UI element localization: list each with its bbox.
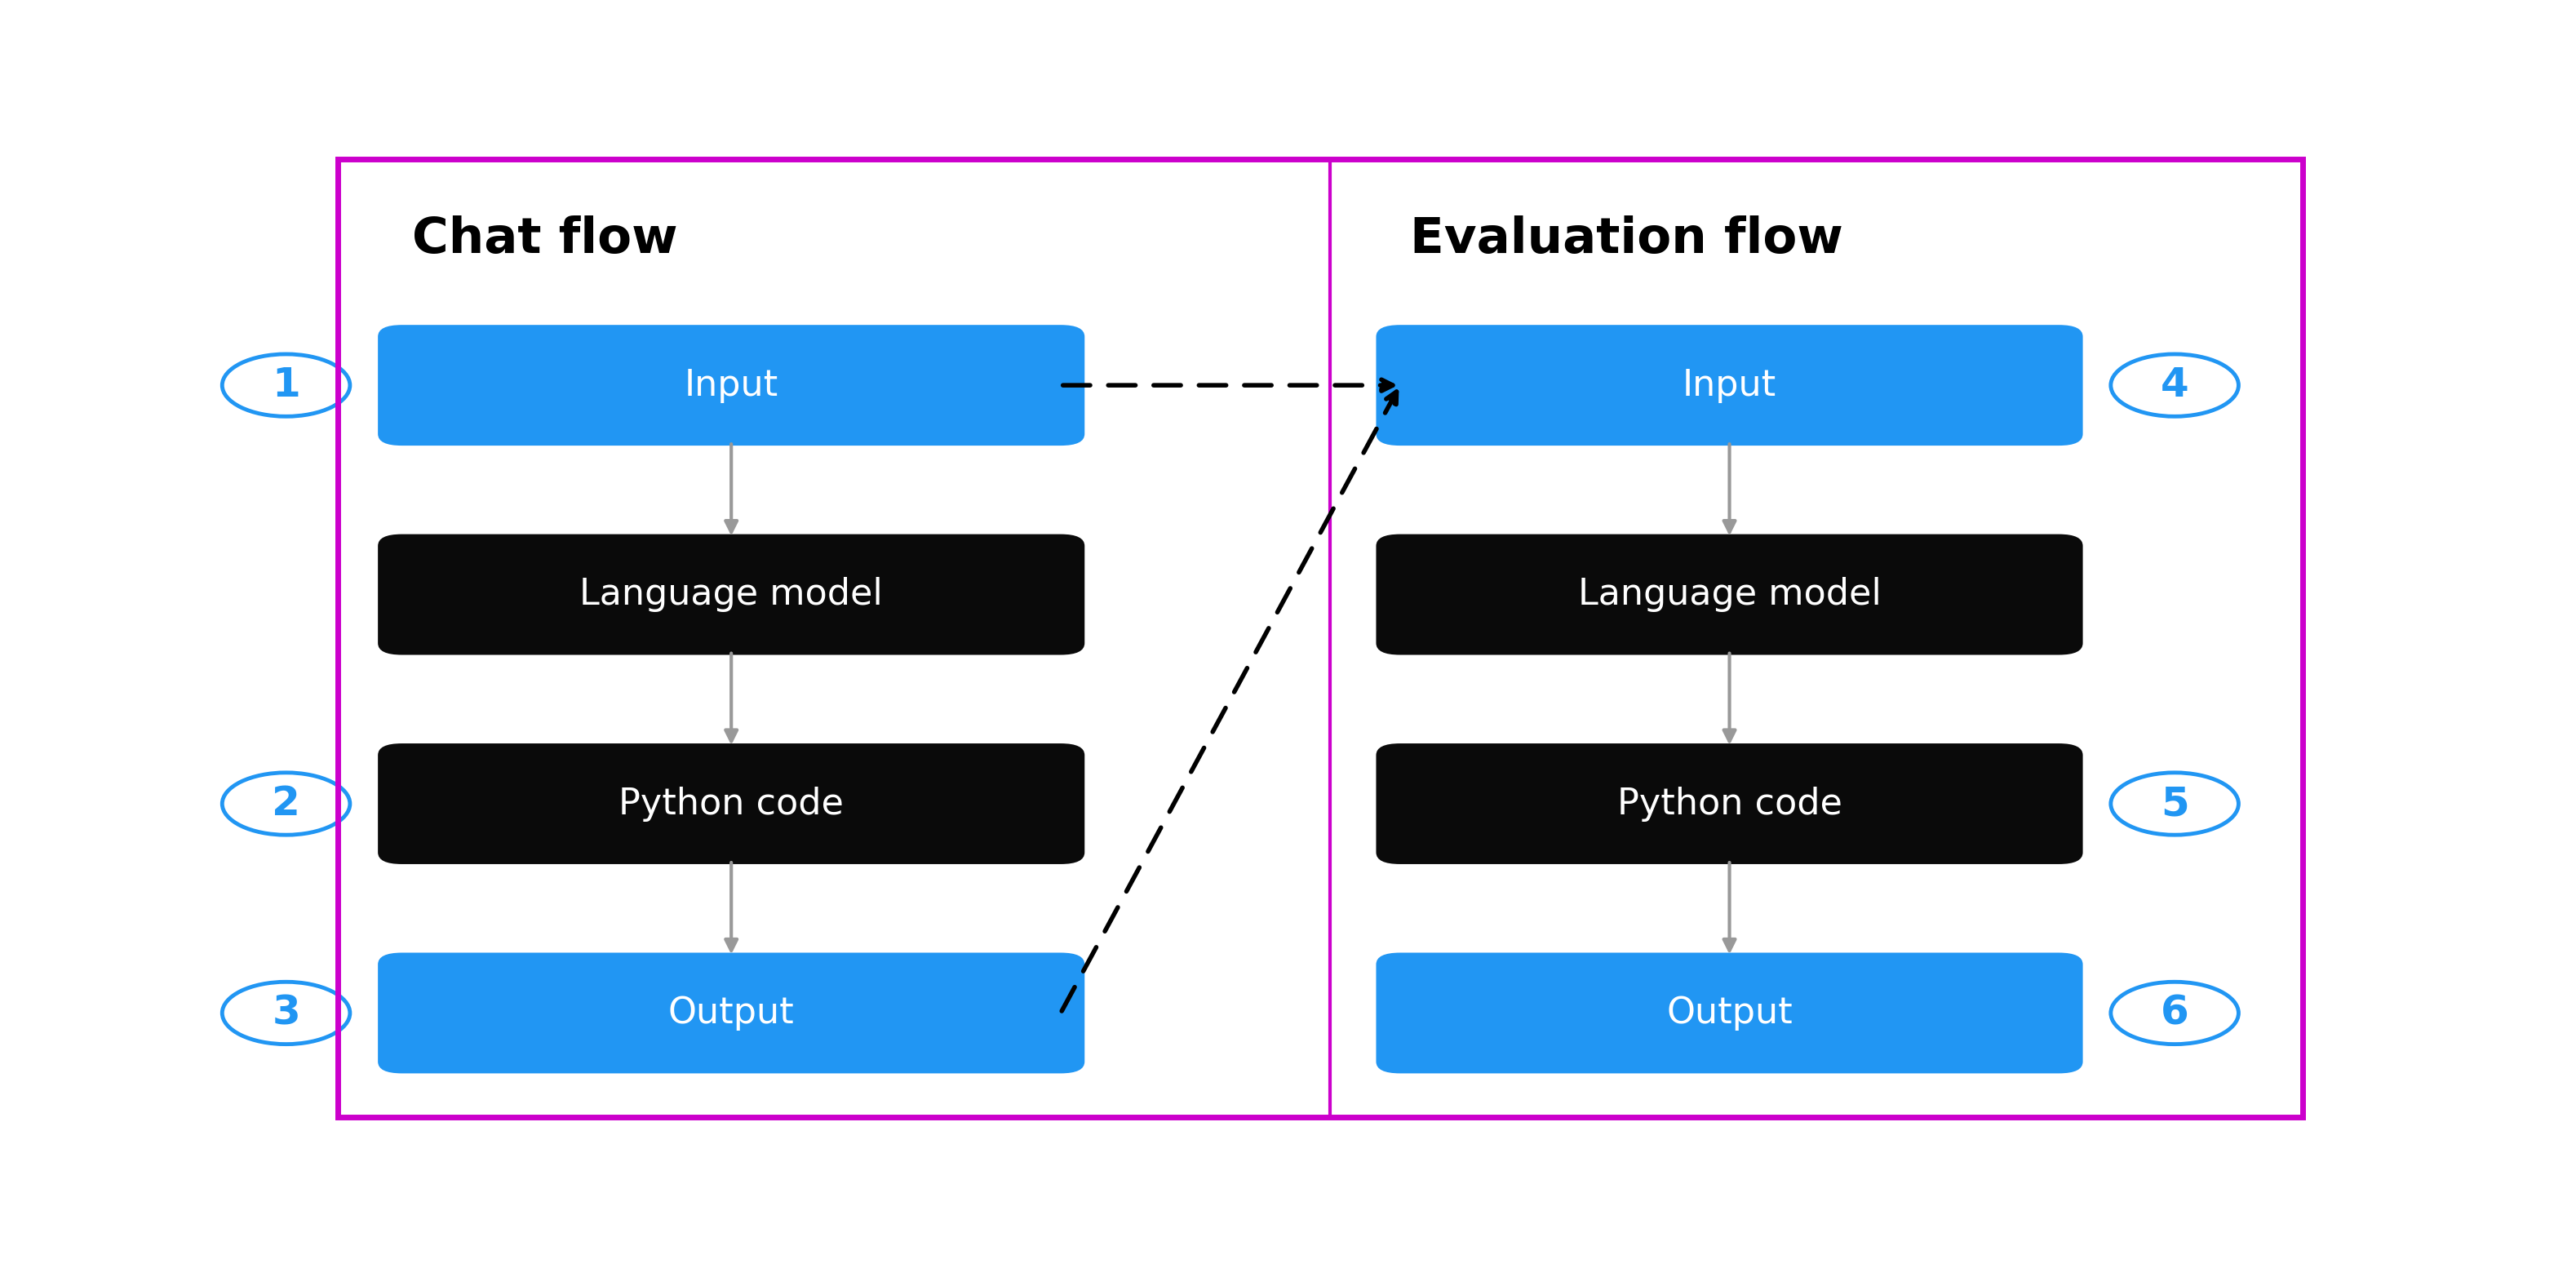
Text: 4: 4 [2161, 365, 2190, 404]
Text: Python code: Python code [618, 786, 845, 822]
Circle shape [2110, 982, 2239, 1044]
Text: 5: 5 [2161, 784, 2190, 823]
Circle shape [2110, 772, 2239, 836]
Text: Language model: Language model [580, 576, 884, 612]
Circle shape [222, 354, 350, 416]
FancyBboxPatch shape [379, 743, 1084, 865]
Text: Output: Output [667, 996, 793, 1030]
FancyBboxPatch shape [379, 325, 1084, 446]
FancyBboxPatch shape [379, 535, 1084, 655]
FancyBboxPatch shape [379, 953, 1084, 1073]
Circle shape [222, 772, 350, 836]
Text: Evaluation flow: Evaluation flow [1409, 215, 1844, 263]
FancyBboxPatch shape [1376, 743, 2084, 865]
Text: Python code: Python code [1618, 786, 1842, 822]
Text: Chat flow: Chat flow [412, 215, 677, 263]
Text: 6: 6 [2161, 994, 2190, 1033]
Text: Language model: Language model [1577, 576, 1880, 612]
Text: 1: 1 [273, 365, 301, 404]
Text: Output: Output [1667, 996, 1793, 1030]
Text: Input: Input [685, 368, 778, 403]
Text: 2: 2 [273, 784, 301, 823]
Text: Input: Input [1682, 368, 1777, 403]
Circle shape [2110, 354, 2239, 416]
Text: 3: 3 [273, 994, 301, 1033]
FancyBboxPatch shape [1376, 953, 2084, 1073]
FancyBboxPatch shape [1376, 535, 2084, 655]
Circle shape [222, 982, 350, 1044]
FancyBboxPatch shape [1376, 325, 2084, 446]
